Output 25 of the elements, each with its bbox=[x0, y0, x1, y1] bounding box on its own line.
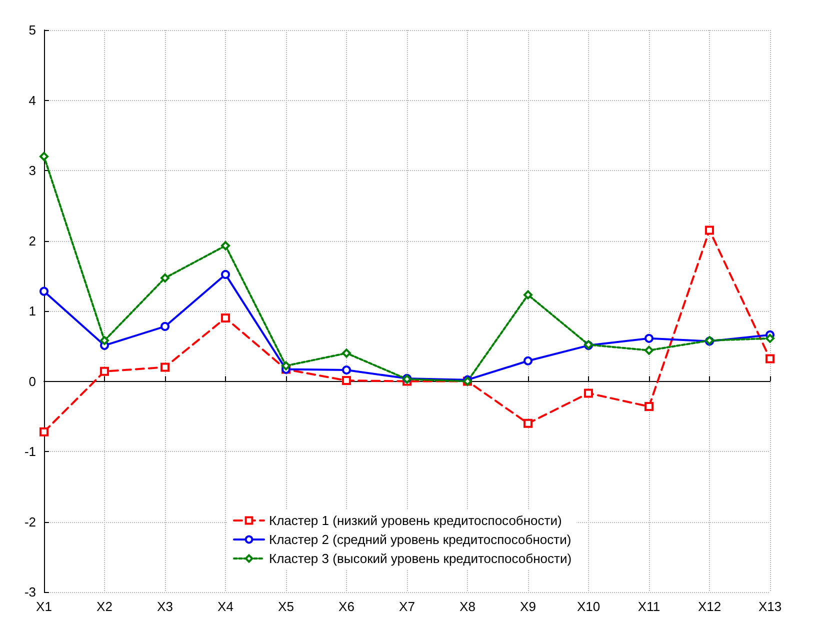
x-tick-label: X12 bbox=[698, 599, 722, 614]
x-tick-label: X7 bbox=[399, 599, 415, 614]
x-tick-label: X5 bbox=[278, 599, 294, 614]
legend-label: Кластер 1 (низкий уровень кредитоспособности) bbox=[269, 513, 562, 528]
x-tick-label: X4 bbox=[218, 599, 234, 614]
y-tick-label: 3 bbox=[28, 163, 36, 178]
y-tick-label: -1 bbox=[24, 444, 36, 459]
legend-label: Кластер 3 (высокий уровень кредитоспособности) bbox=[269, 551, 572, 566]
y-tick-label: 5 bbox=[28, 22, 36, 38]
x-tick-label: X13 bbox=[758, 599, 782, 614]
x-tick-label: X1 bbox=[36, 599, 52, 614]
x-tick-label: X3 bbox=[157, 599, 173, 614]
x-tick-label: X9 bbox=[520, 599, 536, 614]
x-tick-label: X2 bbox=[96, 599, 112, 614]
y-tick-label: 2 bbox=[28, 233, 36, 248]
x-tick-label: X10 bbox=[576, 599, 600, 614]
y-tick-label: -2 bbox=[24, 514, 36, 530]
x-tick-label: X11 bbox=[638, 599, 660, 614]
y-tick-label: 0 bbox=[28, 374, 36, 389]
y-tick-label: -3 bbox=[24, 584, 36, 600]
legend-label: Кластер 2 (средний уровень кредитоспособности) bbox=[269, 532, 572, 547]
y-tick-label: 1 bbox=[28, 304, 36, 318]
y-tick-label: 4 bbox=[28, 92, 36, 108]
x-tick-label: X6 bbox=[338, 599, 354, 614]
x-tick-label: X8 bbox=[460, 599, 476, 614]
